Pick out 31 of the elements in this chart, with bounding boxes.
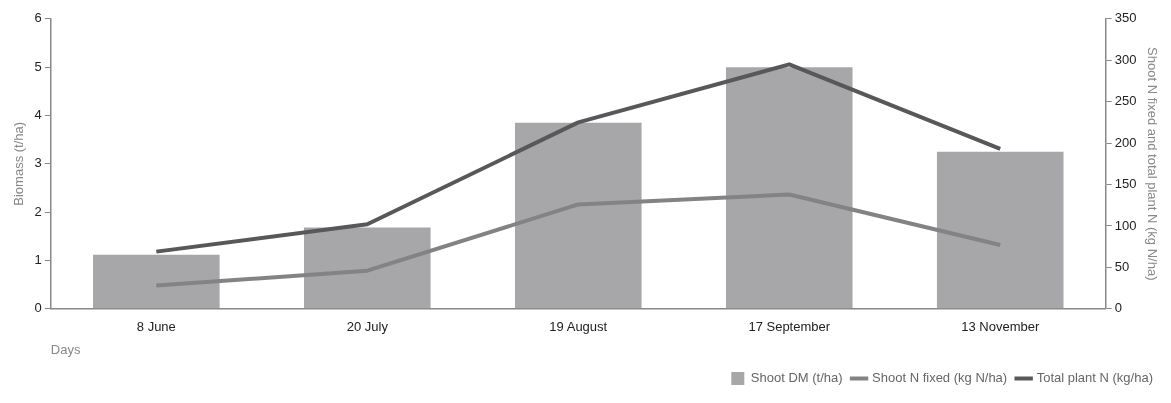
- x-tick-label: 13 November: [961, 319, 1040, 335]
- y-tick-label: 0: [34, 300, 42, 316]
- y2-tick-label: 350: [1114, 10, 1137, 26]
- bar: [514, 122, 642, 309]
- y-tick-label: 6: [34, 10, 42, 26]
- bar: [725, 67, 853, 309]
- x-tick-label: 20 July: [346, 319, 389, 335]
- y2-tick-label: 50: [1114, 258, 1130, 274]
- bar: [304, 227, 431, 309]
- y-tick-label: 5: [34, 58, 42, 74]
- y-tick-label: 2: [34, 203, 42, 219]
- y-tick-label: 4: [34, 107, 42, 123]
- y2-axis-title: Shoot N fixed and total plant N (kg N/ha): [1144, 47, 1160, 281]
- y2-tick-label: 100: [1114, 217, 1137, 233]
- x-tick-label: 17 September: [748, 319, 831, 335]
- y2-tick-label: 0: [1114, 300, 1122, 316]
- legend-label: Shoot DM (t/ha): [750, 370, 843, 386]
- y2-tick-label: 250: [1114, 93, 1137, 109]
- legend-label: Total plant N (kg/ha): [1036, 370, 1154, 386]
- y2-tick-label: 150: [1114, 176, 1137, 192]
- x-tick-label: 8 June: [136, 319, 176, 335]
- y-tick-label: 3: [34, 155, 42, 171]
- bar: [93, 254, 220, 309]
- x-tick-label: 19 August: [549, 319, 608, 335]
- y2-tick-label: 200: [1114, 134, 1137, 150]
- bar: [936, 151, 1064, 309]
- y2-tick-label: 300: [1114, 51, 1137, 67]
- y-axis-title: Biomass (t/ha): [11, 121, 27, 206]
- x-axis-title: Days: [50, 341, 81, 357]
- legend-label: Shoot N fixed (kg N/ha): [872, 370, 1008, 386]
- y-tick-label: 1: [34, 252, 42, 268]
